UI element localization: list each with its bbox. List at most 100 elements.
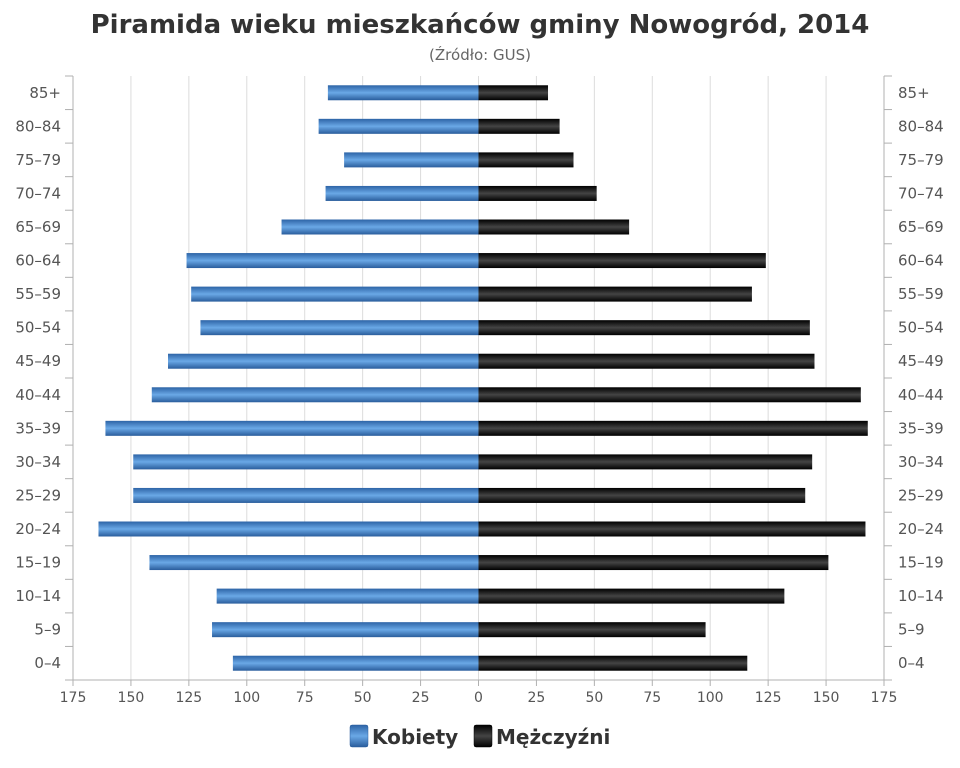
category-label-left: 45–49 [15,352,61,370]
x-tick-label: 75 [643,690,661,706]
bar-mezczyzni[interactable] [478,286,752,302]
x-tick-label: 100 [233,690,260,706]
category-label-left: 50–54 [15,319,61,337]
bar-mezczyzni[interactable] [478,655,748,671]
bar-mezczyzni[interactable] [478,487,806,503]
bar-kobiety[interactable] [186,253,479,269]
bar-kobiety[interactable] [105,420,479,436]
category-label-right: 50–54 [898,319,944,337]
x-tick-label: 125 [755,690,782,706]
bar-mezczyzni[interactable] [478,353,815,369]
x-tick-label: 150 [813,690,840,706]
category-label-left: 65–69 [15,218,61,236]
labels: 175 150 125 100 75 50 25 0 25 50 75 100 125 150 175 85+… [15,84,943,706]
category-label-left: 70–74 [15,184,61,202]
bar-mezczyzni[interactable] [478,185,597,201]
bar-mezczyzni[interactable] [478,118,560,134]
bar-kobiety[interactable] [151,387,479,403]
legend[interactable]: Kobiety Mężczyźni [349,724,610,749]
category-label-left: 15–19 [15,554,61,572]
bar-kobiety[interactable] [344,152,479,168]
bars [98,85,868,671]
bar-mezczyzni[interactable] [478,253,766,269]
category-label-right: 70–74 [898,184,944,202]
bar-mezczyzni[interactable] [478,85,549,101]
category-label-right: 30–34 [898,453,944,471]
category-label-right: 20–24 [898,520,944,538]
bar-kobiety[interactable] [98,521,479,537]
category-label-left: 40–44 [15,386,61,404]
bar-mezczyzni[interactable] [478,152,574,168]
legend-item-mezczyzni[interactable]: Mężczyźni [473,724,610,749]
category-label-right: 65–69 [898,218,944,236]
category-label-right: 10–14 [898,587,944,605]
bar-kobiety[interactable] [216,588,479,604]
category-label-left: 35–39 [15,419,61,437]
x-tick-label: 175 [871,690,898,706]
category-label-right: 75–79 [898,151,944,169]
bar-kobiety[interactable] [168,353,479,369]
category-label-right: 35–39 [898,419,944,437]
category-label-right: 5–9 [898,621,925,639]
legend-label-kobiety: Kobiety [372,725,458,749]
category-label-left: 20–24 [15,520,61,538]
x-tick-label: 150 [118,690,145,706]
bar-kobiety[interactable] [149,555,479,571]
bar-kobiety[interactable] [191,286,479,302]
category-label-left: 30–34 [15,453,61,471]
bar-mezczyzni[interactable] [478,622,706,638]
bar-mezczyzni[interactable] [478,555,829,571]
category-label-left: 5–9 [34,621,61,639]
bar-mezczyzni[interactable] [478,454,813,470]
bar-kobiety[interactable] [200,320,479,336]
x-tick-label: 100 [697,690,724,706]
chart-title: Piramida wieku mieszkańców gminy Nowogró… [91,10,870,40]
category-label-right: 85+ [898,84,930,102]
legend-item-kobiety[interactable]: Kobiety [349,724,458,749]
category-label-left: 25–29 [15,486,61,504]
bar-kobiety[interactable] [133,454,479,470]
legend-label-mezczyzni: Mężczyźni [496,725,610,749]
bar-kobiety[interactable] [212,622,479,638]
legend-swatch-mezczyzni [473,724,493,748]
category-label-right: 60–64 [898,252,944,270]
bar-mezczyzni[interactable] [478,521,866,537]
category-label-right: 15–19 [898,554,944,572]
bar-kobiety[interactable] [327,85,479,101]
category-label-left: 0–4 [34,654,61,672]
category-label-right: 55–59 [898,285,944,303]
category-label-right: 0–4 [898,654,925,672]
category-label-left: 85+ [29,84,61,102]
bar-kobiety[interactable] [281,219,479,235]
bar-kobiety[interactable] [133,487,479,503]
x-tick-label: 125 [175,690,202,706]
x-tick-label: 50 [354,690,372,706]
category-label-left: 80–84 [15,117,61,135]
axes [65,75,892,686]
category-label-right: 25–29 [898,486,944,504]
bar-mezczyzni[interactable] [478,219,630,235]
bar-kobiety[interactable] [318,118,479,134]
category-label-left: 10–14 [15,587,61,605]
category-label-left: 75–79 [15,151,61,169]
x-tick-label: 25 [528,690,546,706]
category-label-right: 40–44 [898,386,944,404]
bar-kobiety[interactable] [232,655,479,671]
legend-swatch-kobiety [349,724,369,748]
bar-mezczyzni[interactable] [478,320,810,336]
bar-mezczyzni[interactable] [478,387,861,403]
bar-mezczyzni[interactable] [478,420,868,436]
chart-subtitle: (Źródło: GUS) [429,45,531,64]
category-label-left: 60–64 [15,252,61,270]
grid [130,76,827,680]
bar-mezczyzni[interactable] [478,588,785,604]
x-tick-label: 50 [585,690,603,706]
x-tick-label: 25 [412,690,430,706]
x-tick-label: 175 [60,690,87,706]
category-label-right: 80–84 [898,117,944,135]
bar-kobiety[interactable] [325,185,479,201]
category-label-left: 55–59 [15,285,61,303]
x-tick-label: 75 [296,690,314,706]
